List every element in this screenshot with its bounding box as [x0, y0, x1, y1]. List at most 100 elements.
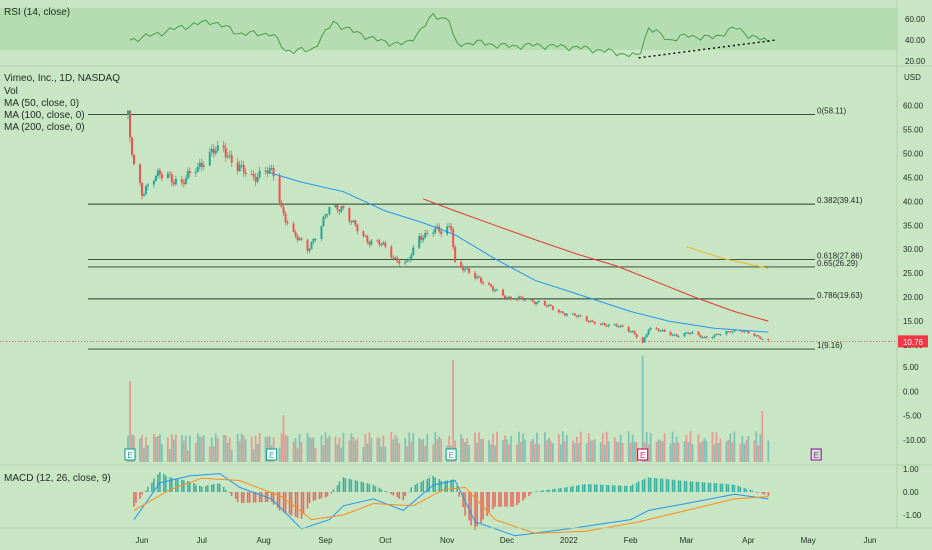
candle-body [184, 178, 187, 185]
macd-histogram-bar [183, 480, 185, 492]
macd-histogram-bar [350, 479, 353, 492]
candle-body [320, 226, 323, 239]
candle-body [334, 204, 337, 207]
volume-bar [426, 433, 429, 462]
candle-body [138, 164, 141, 183]
candle-body [699, 335, 702, 338]
macd-histogram-bar [169, 477, 171, 492]
candle-body [757, 335, 760, 337]
volume-bar [645, 431, 648, 462]
macd-histogram-bar [336, 485, 339, 492]
macd-histogram-bar [691, 481, 694, 492]
volume-bar [538, 444, 540, 462]
candle-body [208, 152, 211, 166]
volume-bar [522, 433, 524, 462]
macd-histogram-bar [647, 477, 650, 492]
volume-bar [697, 434, 700, 462]
candle-body [753, 333, 756, 336]
candle-body [733, 329, 736, 332]
macd-histogram-bar [133, 492, 135, 507]
candle-body [434, 228, 437, 233]
volume-bar [282, 415, 285, 462]
volume-bar [641, 355, 644, 462]
candle-body [468, 268, 471, 273]
candle-body [741, 331, 744, 333]
volume-bar [188, 435, 191, 462]
macd-histogram-bar [254, 492, 257, 503]
volume-bar [647, 444, 650, 462]
candle-body [396, 257, 399, 262]
candle-body [308, 249, 311, 251]
candle-body [350, 221, 353, 223]
macd-histogram-bar [426, 478, 429, 492]
macd-histogram-bar [641, 480, 644, 492]
volume-tick: 5.00 [903, 363, 919, 372]
candle-body [188, 171, 191, 174]
candle-body [324, 214, 327, 217]
candle-body [394, 257, 397, 259]
volume-bar [621, 443, 624, 462]
volume-bar [368, 432, 371, 462]
volume-tick: -5.00 [903, 412, 922, 421]
volume-bar [506, 439, 508, 462]
volume-bar [452, 360, 455, 462]
candle-body [691, 331, 694, 334]
volume-bar [494, 445, 496, 462]
macd-histogram-bar [737, 485, 740, 492]
volume-bar [731, 442, 734, 462]
volume-bar [244, 439, 247, 462]
macd-histogram-bar [570, 486, 572, 492]
macd-histogram-bar [709, 482, 712, 492]
candle-body [250, 174, 253, 176]
macd-histogram-bar [171, 477, 173, 492]
candle-body [673, 334, 676, 336]
macd-histogram-bar [228, 492, 231, 493]
volume-bar [338, 437, 341, 462]
candle-body [577, 315, 580, 317]
volume-bar [394, 434, 397, 462]
candle-body [126, 110, 129, 116]
macd-histogram-bar [763, 492, 766, 495]
volume-bar [476, 442, 478, 462]
volume-bar [198, 436, 201, 462]
candle-body [286, 222, 289, 224]
candle-body [535, 302, 538, 304]
volume-bar [410, 441, 413, 462]
volume-bar [719, 438, 722, 462]
volume-bar [398, 443, 401, 462]
candle-body [683, 333, 686, 337]
volume-bar [336, 444, 339, 462]
volume-bar [194, 442, 197, 462]
volume-bar [468, 444, 470, 462]
candle-body [717, 333, 720, 335]
candle-body [226, 156, 229, 158]
candle-body [557, 309, 560, 313]
macd-histogram-bar [536, 491, 538, 492]
candle-body [533, 301, 536, 304]
volume-bar [474, 432, 476, 462]
macd-histogram-bar [195, 484, 197, 492]
candle-body [328, 206, 331, 214]
volume-bar [743, 443, 746, 462]
rsi-trendline [638, 39, 777, 59]
macd-histogram-bar [554, 488, 556, 492]
volume-bar [326, 438, 329, 462]
macd-histogram-bar [135, 492, 137, 503]
candle-body [264, 170, 267, 172]
candle-body [462, 267, 465, 271]
macd-histogram-bar [416, 483, 419, 492]
candle-body [158, 170, 161, 175]
earnings-marker-label: E [127, 451, 132, 460]
candle-body [256, 177, 259, 182]
legend-vol: Vol [4, 86, 18, 97]
price-tick: 15.00 [903, 317, 924, 326]
candle-body [607, 324, 610, 327]
volume-bar [466, 438, 468, 462]
volume-bar [422, 439, 425, 462]
rsi-band [0, 8, 897, 50]
volume-bar [516, 444, 518, 462]
macd-histogram-bar [456, 486, 458, 492]
candle-body [130, 137, 133, 155]
macd-histogram-bar [552, 489, 554, 492]
